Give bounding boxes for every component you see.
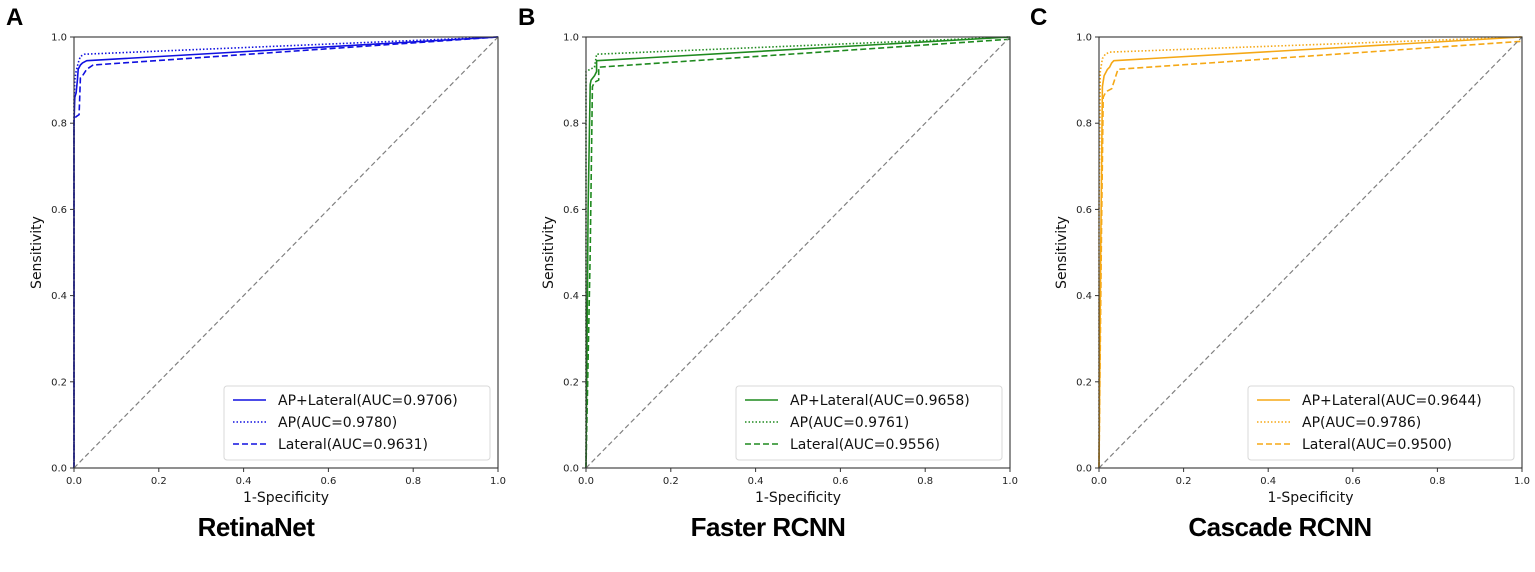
roc-curve xyxy=(73,36,499,468)
x-tick-label: 0.0 xyxy=(66,476,82,487)
panel-letter: A xyxy=(6,4,24,31)
panel-letter: B xyxy=(518,4,536,31)
chance-line xyxy=(585,36,1011,469)
x-tick-label: 0.0 xyxy=(578,476,594,487)
x-axis-label: 1-Specificity xyxy=(1267,490,1353,506)
y-tick-label: 0.0 xyxy=(51,464,67,475)
roc-curve xyxy=(1098,40,1523,469)
y-tick-label: 0.6 xyxy=(1076,205,1092,216)
y-tick-label: 1.0 xyxy=(1076,33,1092,44)
y-tick-label: 1.0 xyxy=(51,33,67,44)
legend: AP+Lateral(AUC=0.9658) AP(AUC=0.9761) Late… xyxy=(735,385,1003,461)
roc-chart: 0.0 0.2 0.4 0.6 0.8 1.0 0.0 0.2 0.4 0.6 0.8 1.0 1-Sp… xyxy=(541,33,1018,507)
panel-title: Faster RCNN xyxy=(690,512,846,542)
roc-curve xyxy=(1098,36,1523,468)
chance-line xyxy=(73,36,499,469)
legend: AP+Lateral(AUC=0.9706) AP(AUC=0.9780) Late… xyxy=(223,385,491,461)
y-tick-label: 0.2 xyxy=(563,377,579,388)
y-tick-label: 0.8 xyxy=(563,119,579,130)
legend-entry-label: AP(AUC=0.9786) xyxy=(1302,415,1421,431)
x-tick-label: 0.8 xyxy=(1429,476,1445,487)
panel-letter: C xyxy=(1030,4,1048,31)
x-axis-label: 1-Specificity xyxy=(243,490,329,506)
y-tick-label: 0.0 xyxy=(1076,464,1092,475)
panel-faster-rcnn: B 0.0 0.2 0.4 0.6 0.8 1.0 0.0 0.2 0.4 0.6 0.8 1.0 1-… xyxy=(512,0,1024,572)
x-axis-label: 1-Specificity xyxy=(755,490,841,506)
x-tick-label: 0.8 xyxy=(405,476,421,487)
legend-entry-label: AP+Lateral(AUC=0.9706) xyxy=(278,393,458,409)
x-tick-label: 0.6 xyxy=(320,476,336,487)
roc-chart: 0.0 0.2 0.4 0.6 0.8 1.0 0.0 0.2 0.4 0.6 0.8 1.0 1-Sp… xyxy=(1054,33,1530,507)
y-tick-label: 1.0 xyxy=(563,33,579,44)
y-tick-label: 0.2 xyxy=(51,377,67,388)
plot-frame xyxy=(73,36,499,469)
roc-chart: 0.0 0.2 0.4 0.6 0.8 1.0 0.0 0.2 0.4 0.6 0.8 1.0 1-Sp… xyxy=(29,33,506,507)
plot-frame xyxy=(585,36,1011,469)
x-tick-label: 1.0 xyxy=(1514,476,1530,487)
y-tick-label: 0.8 xyxy=(51,119,67,130)
x-tick-label: 1.0 xyxy=(1002,476,1018,487)
panel-title: Cascade RCNN xyxy=(1188,512,1372,542)
y-tick-label: 0.4 xyxy=(1076,291,1092,302)
y-tick-label: 0.4 xyxy=(51,291,67,302)
x-tick-label: 0.4 xyxy=(748,476,764,487)
y-axis-label: Sensitivity xyxy=(1054,216,1070,289)
panel-cascade-rcnn: C 0.0 0.2 0.4 0.6 0.8 1.0 0.0 0.2 0.4 0.6 0.8 1.0 1-… xyxy=(1024,0,1535,572)
x-tick-label: 0.6 xyxy=(832,476,848,487)
x-tick-label: 0.0 xyxy=(1091,476,1107,487)
plot-frame xyxy=(1098,36,1523,469)
y-axis-label: Sensitivity xyxy=(29,216,45,289)
x-tick-label: 0.2 xyxy=(663,476,679,487)
x-tick-label: 1.0 xyxy=(490,476,506,487)
legend-entry-label: AP(AUC=0.9761) xyxy=(790,415,909,431)
y-tick-label: 0.4 xyxy=(563,291,579,302)
legend-entry-label: AP+Lateral(AUC=0.9644) xyxy=(1302,393,1482,409)
x-tick-label: 0.2 xyxy=(151,476,167,487)
x-tick-label: 0.4 xyxy=(236,476,252,487)
y-axis-label: Sensitivity xyxy=(541,216,557,289)
y-tick-label: 0.6 xyxy=(563,205,579,216)
y-tick-label: 0.6 xyxy=(51,205,67,216)
legend: AP+Lateral(AUC=0.9644) AP(AUC=0.9786) Late… xyxy=(1247,385,1515,461)
panel-title: RetinaNet xyxy=(197,512,315,542)
chance-line xyxy=(1098,36,1523,469)
legend-entry-label: Lateral(AUC=0.9500) xyxy=(1302,437,1452,453)
roc-curve xyxy=(585,36,1011,469)
panel-retinanet: A 0.0 0.2 0.4 0.6 0.8 1.0 0.0 0.2 0.4 0.6 0.8 1.0 1-… xyxy=(0,0,512,572)
x-tick-label: 0.4 xyxy=(1260,476,1276,487)
legend-entry-label: AP(AUC=0.9780) xyxy=(278,415,397,431)
x-tick-label: 0.2 xyxy=(1176,476,1192,487)
legend-entry-label: AP+Lateral(AUC=0.9658) xyxy=(790,393,970,409)
x-tick-label: 0.8 xyxy=(917,476,933,487)
y-tick-label: 0.2 xyxy=(1076,377,1092,388)
y-tick-label: 0.8 xyxy=(1076,119,1092,130)
y-tick-label: 0.0 xyxy=(563,464,579,475)
legend-entry-label: Lateral(AUC=0.9556) xyxy=(790,437,940,453)
legend-entry-label: Lateral(AUC=0.9631) xyxy=(278,437,428,453)
x-tick-label: 0.6 xyxy=(1345,476,1361,487)
